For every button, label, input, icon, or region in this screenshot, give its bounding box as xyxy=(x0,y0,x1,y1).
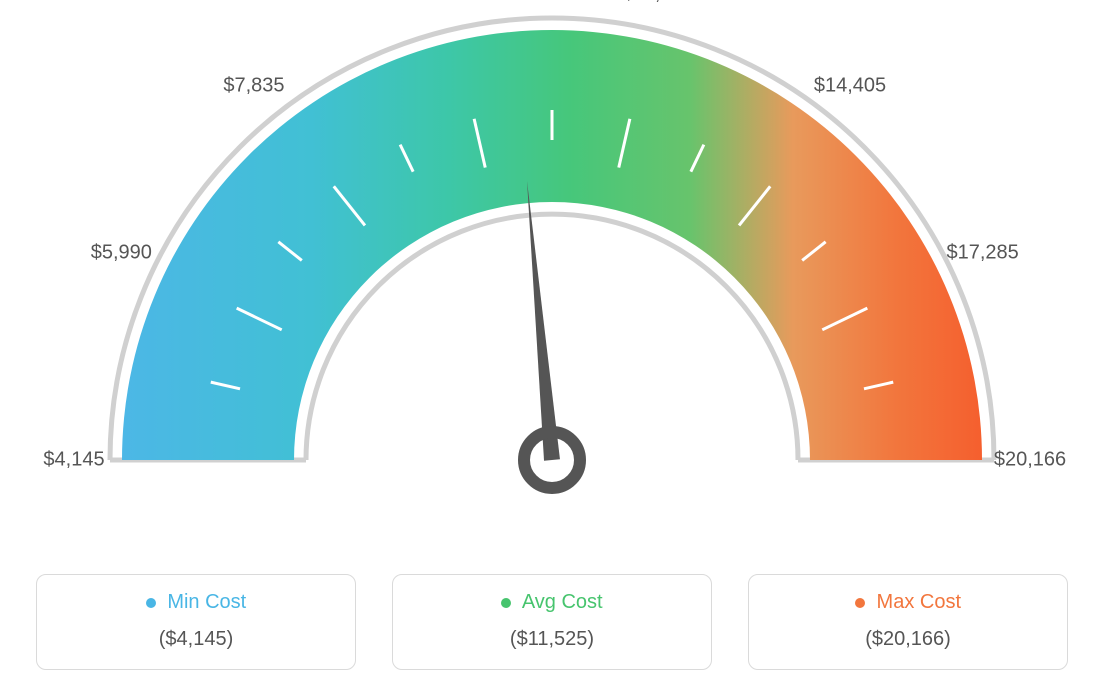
legend-title-avg: Avg Cost xyxy=(403,591,701,614)
gauge-area: $4,145 $5,990 $7,835 $11,525 $14,405 $17,285 $… xyxy=(0,0,1104,510)
dot-avg xyxy=(501,598,511,608)
legend-label-max: Max Cost xyxy=(877,591,961,613)
scale-label: $4,145 xyxy=(43,449,104,472)
cost-gauge-chart: $4,145 $5,990 $7,835 $11,525 $14,405 $17,285 $… xyxy=(0,0,1104,690)
legend-value-avg: ($11,525) xyxy=(403,628,701,651)
gauge-svg xyxy=(0,0,1104,510)
scale-label: $11,525 xyxy=(623,0,694,6)
gauge-needle xyxy=(527,181,560,461)
legend-card-min: Min Cost ($4,145) xyxy=(36,574,356,670)
scale-label: $20,166 xyxy=(994,449,1066,472)
legend-card-avg: Avg Cost ($11,525) xyxy=(392,574,712,670)
legend-label-min: Min Cost xyxy=(167,591,246,613)
dot-max xyxy=(855,598,865,608)
legend-value-min: ($4,145) xyxy=(47,628,345,651)
dot-min xyxy=(146,598,156,608)
legend-title-max: Max Cost xyxy=(759,591,1057,614)
scale-label: $7,835 xyxy=(223,75,284,98)
legend-row: Min Cost ($4,145) Avg Cost ($11,525) Max… xyxy=(0,574,1104,670)
legend-title-min: Min Cost xyxy=(47,591,345,614)
scale-label: $5,990 xyxy=(91,241,152,264)
scale-label: $17,285 xyxy=(947,241,1019,264)
legend-label-avg: Avg Cost xyxy=(522,591,603,613)
legend-card-max: Max Cost ($20,166) xyxy=(748,574,1068,670)
legend-value-max: ($20,166) xyxy=(759,628,1057,651)
scale-label: $14,405 xyxy=(814,75,886,98)
